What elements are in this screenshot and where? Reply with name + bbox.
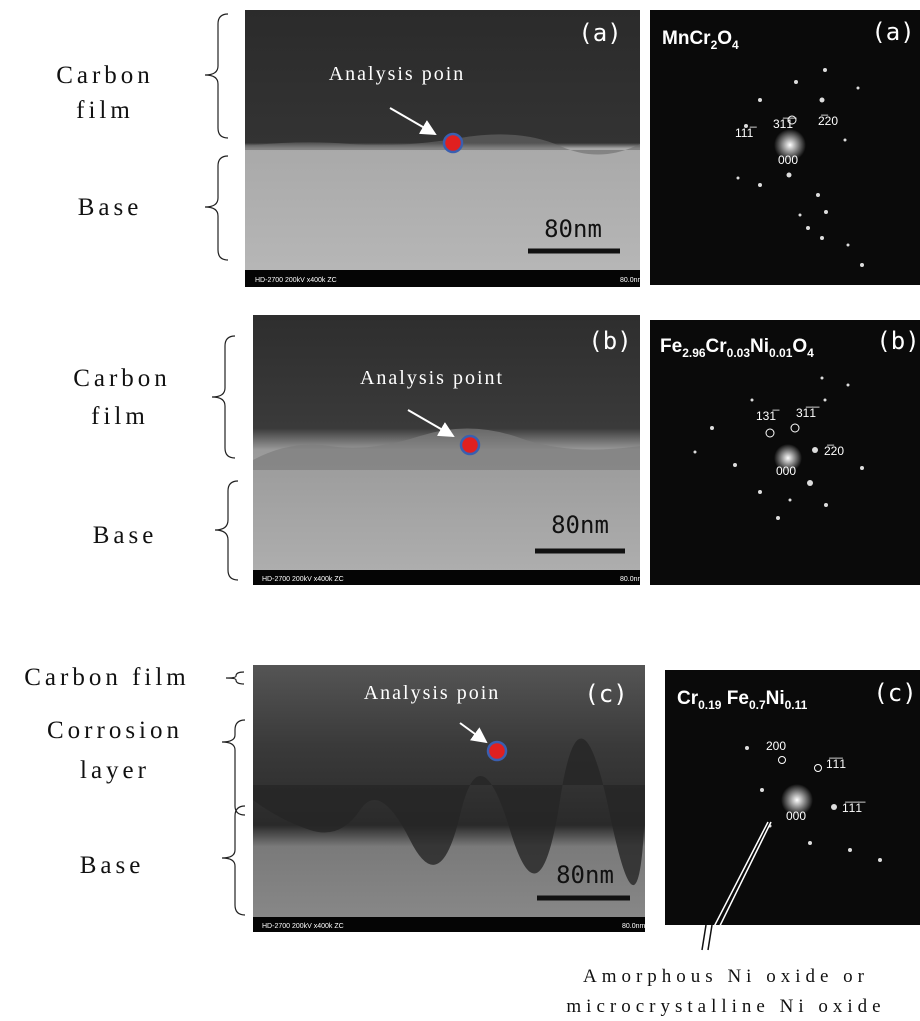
left-label: Base [80, 852, 145, 879]
formula-part: 0.03 [727, 346, 751, 360]
formula-part: Ni [750, 336, 769, 357]
analysis-point [488, 742, 506, 760]
spot-label: 000 [778, 153, 798, 167]
figure: Carbon film Base (a) Analysis poin 80nm … [0, 0, 920, 1021]
brace [226, 672, 244, 684]
panel-label: (a) [871, 18, 914, 46]
formula-part: Cr [689, 28, 711, 49]
panel-label: (b) [588, 327, 631, 355]
panel-label: (c) [584, 680, 627, 708]
left-label: Corrosion [47, 717, 183, 744]
formula-part: 2.96 [682, 346, 706, 360]
annotation: Analysis poin [364, 682, 501, 704]
left-label: Base [78, 194, 143, 221]
footer: 80.0nm [620, 277, 644, 284]
footer: HD-2700 200kV x400k ZC [262, 923, 344, 930]
spot-label: 000 [776, 464, 796, 478]
analysis-point [461, 436, 479, 454]
left-label: Carbon [56, 62, 154, 89]
scale-bar-label: 80nm [551, 511, 609, 539]
left-label: film [76, 97, 134, 124]
note: microcrystalline Ni oxide [566, 996, 885, 1017]
formula-part: Mn [662, 28, 689, 49]
scale-bar-label: 80nm [544, 215, 602, 243]
formula-part: Fe [721, 688, 748, 709]
analysis-point [444, 134, 462, 152]
annotation: Analysis point [360, 367, 504, 389]
brace [222, 806, 245, 915]
left-label: Carbon [73, 365, 171, 392]
left-label: Base [93, 522, 158, 549]
panel-label: (b) [876, 327, 919, 355]
scale-bar-label: 80nm [556, 861, 614, 889]
footer: 80.0nm [620, 576, 644, 583]
note: Amorphous Ni oxide or [583, 966, 869, 987]
spot-label: 2̅20 [824, 444, 844, 458]
formula-part: 0.11 [785, 698, 808, 712]
footer: 80.0nm [622, 923, 646, 930]
formula-part: 0.01 [769, 346, 793, 360]
spot-label: 000 [786, 809, 806, 823]
panel-a: Carbon film Base (a) Analysis poin 80nm … [56, 10, 920, 287]
formula-part: Fe [660, 336, 682, 357]
spot-label: 200 [766, 739, 786, 753]
formula-part: 0.7 [749, 698, 766, 712]
footer: HD-2700 200kV x400k ZC [262, 576, 344, 583]
brace [205, 14, 228, 138]
brace [205, 156, 228, 260]
formula-part: 0.19 [698, 698, 722, 712]
formula-part: Cr [706, 336, 728, 357]
left-label: film [91, 403, 149, 430]
formula-part: 4 [732, 38, 739, 52]
brace [215, 481, 238, 580]
left-label: layer [80, 757, 150, 784]
spot-label: 2̅20 [818, 114, 838, 128]
spot-label: 1̅1̅1 [826, 757, 846, 771]
panel-c: Carbon film Corrosion layer Base (c) Ana… [24, 664, 920, 1017]
formula-part: Cr [677, 688, 699, 709]
formula-part: O [717, 28, 732, 49]
footer: HD-2700 200kV x400k ZC [255, 277, 337, 284]
formula-part: 4 [807, 346, 814, 360]
brace [222, 720, 245, 815]
annotation: Analysis poin [329, 63, 466, 85]
left-label: Carbon film [24, 664, 190, 691]
formula-part: O [792, 336, 807, 357]
brace [212, 336, 235, 458]
panel-label: (a) [578, 19, 621, 47]
formula: MnCr2O4 [662, 28, 739, 52]
formula-part: Ni [766, 688, 785, 709]
panel-b: Carbon film Base (b) Analysis point 80nm… [73, 315, 920, 585]
panel-label: (c) [873, 679, 916, 707]
